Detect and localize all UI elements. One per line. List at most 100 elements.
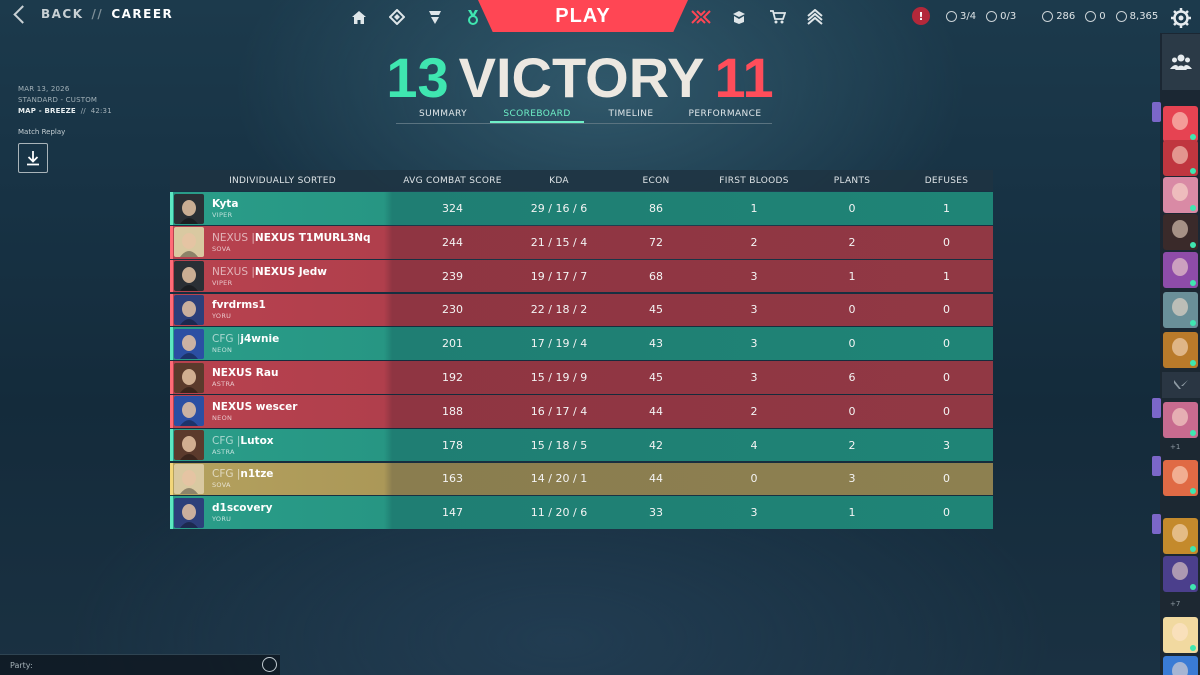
defuses-cell: 0 (943, 506, 950, 520)
match-mode: STANDARD - CUSTOM (18, 96, 98, 104)
player-name[interactable]: NEXUS T1MURL3Nq (254, 231, 371, 244)
friend-avatar[interactable] (1163, 656, 1198, 675)
friend-avatar[interactable] (1163, 292, 1198, 328)
player-name[interactable]: NEXUS Jedw (254, 265, 327, 278)
collection-icon[interactable] (728, 6, 750, 28)
friends-icon (1170, 54, 1192, 70)
plants-cell: 0 (848, 404, 856, 418)
gem-counter[interactable]: 3/4 (946, 10, 976, 22)
col-acs[interactable]: AVG COMBAT SCORE (403, 175, 502, 186)
econ-cell: 45 (649, 303, 663, 317)
player-cell: CFG |j4wnie NEON (170, 327, 395, 360)
acs-cell: 147 (442, 506, 463, 520)
kda-cell: 21 / 15 / 4 (530, 235, 588, 249)
home-icon[interactable] (348, 6, 370, 28)
player-name[interactable]: fvrdrms1 (212, 299, 266, 312)
battlepass-icon[interactable] (386, 6, 408, 28)
table-row[interactable]: fvrdrms1 YORU 230 22 / 18 / 2 45 3 0 0 (170, 293, 993, 327)
result-title: VICTORY (458, 46, 705, 109)
table-row[interactable]: NEXUS wescer NEON 188 16 / 17 / 4 44 2 0 0 (170, 395, 993, 428)
friend-avatar[interactable] (1163, 617, 1198, 653)
table-row[interactable]: CFG |n1tze SOVA 163 14 / 20 / 1 44 0 3 0 (170, 462, 993, 496)
table-row[interactable]: NEXUS Rau ASTRA 192 15 / 19 / 9 45 3 6 0 (170, 361, 993, 394)
col-first-bloods[interactable]: FIRST BLOODS (719, 175, 789, 186)
econ-cell: 44 (649, 404, 663, 418)
friends-overflow-count: +1 (1170, 443, 1181, 451)
col-econ[interactable]: ECON (642, 175, 670, 186)
player-name[interactable]: Kyta (212, 198, 239, 211)
team-tag: CFG | (212, 333, 241, 346)
tab-scoreboard[interactable]: SCOREBOARD (490, 108, 584, 123)
match-meta: MAR 13, 2026 STANDARD - CUSTOM MAP - BRE… (18, 84, 112, 117)
econ-cell: 44 (649, 472, 663, 486)
tab-summary[interactable]: SUMMARY (419, 109, 467, 119)
party-badge-icon (1152, 398, 1161, 418)
player-name[interactable]: n1tze (240, 468, 274, 481)
agent-name: VIPER (212, 278, 233, 287)
friend-avatar[interactable] (1163, 214, 1198, 250)
kc-counter[interactable]: 8,365 (1115, 10, 1158, 22)
defuses-cell: 0 (943, 472, 950, 486)
breadcrumb-career[interactable]: CAREER (111, 7, 174, 21)
store-icon[interactable] (766, 6, 788, 28)
player-name[interactable]: j4wnie (240, 333, 280, 346)
friend-avatar[interactable] (1163, 252, 1198, 288)
download-replay-button[interactable] (18, 143, 48, 173)
friends-button[interactable] (1162, 34, 1200, 90)
back-label: BACK (41, 7, 84, 21)
friend-avatar[interactable] (1163, 518, 1198, 554)
col-individually-sorted[interactable]: INDIVIDUALLY SORTED (229, 175, 336, 186)
match-date: MAR 13, 2026 (18, 85, 70, 93)
first-bloods-cell: 3 (750, 371, 758, 385)
plus-counter[interactable]: 0/3 (986, 10, 1016, 22)
player-name[interactable]: NEXUS wescer (212, 400, 298, 413)
defuses-cell: 0 (943, 303, 950, 317)
agent-portrait (174, 396, 204, 427)
col-kda[interactable]: KDA (549, 175, 569, 186)
team-tag: NEXUS | (212, 231, 255, 244)
friend-avatar[interactable] (1163, 140, 1198, 176)
agents-icon[interactable] (424, 6, 446, 28)
col-plants[interactable]: PLANTS (833, 175, 871, 186)
kda-cell: 15 / 18 / 5 (530, 438, 588, 452)
settings-gear-icon[interactable] (1169, 6, 1193, 30)
table-row[interactable]: d1scovery YORU 147 11 / 20 / 6 33 3 1 0 (170, 496, 993, 529)
friend-avatar[interactable] (1163, 106, 1198, 142)
table-row[interactable]: CFG |Lutox ASTRA 178 15 / 18 / 5 42 4 2 3 (170, 428, 993, 462)
radianite-counter[interactable]: 0 (1085, 10, 1106, 22)
defuses-cell: 0 (943, 235, 950, 249)
back-button[interactable]: BACK // CAREER (10, 4, 174, 24)
acs-cell: 163 (442, 472, 463, 486)
player-name[interactable]: Lutox (240, 434, 274, 447)
friend-avatar[interactable] (1163, 402, 1198, 438)
career-icon[interactable] (462, 6, 484, 28)
friend-avatar[interactable] (1163, 460, 1198, 496)
first-bloods-cell: 0 (750, 472, 758, 486)
friend-avatar[interactable] (1163, 556, 1198, 592)
play-button[interactable]: PLAY (478, 0, 688, 32)
agent-portrait (174, 261, 204, 292)
player-name[interactable]: d1scovery (212, 502, 273, 515)
chat-options-icon[interactable] (262, 657, 277, 672)
col-defuses[interactable]: DEFUSES (924, 175, 969, 186)
acs-cell: 239 (442, 269, 463, 283)
tab-timeline[interactable]: TIMELINE (608, 109, 654, 119)
table-row[interactable]: Kyta VIPER 324 29 / 16 / 6 86 1 0 1 (170, 192, 993, 225)
player-name[interactable]: NEXUS Rau (212, 367, 279, 380)
tab-performance[interactable]: PERFORMANCE (688, 109, 762, 119)
valorant-logo-icon (1162, 372, 1200, 398)
esports-icon[interactable] (690, 6, 712, 28)
table-row[interactable]: NEXUS |NEXUS T1MURL3Nq SOVA 244 21 / 15 /… (170, 226, 993, 259)
table-row[interactable]: NEXUS |NEXUS Jedw VIPER 239 19 / 17 / 7 68… (170, 259, 993, 293)
party-chat-input[interactable]: Party: (0, 654, 280, 675)
vp-counter[interactable]: 286 (1042, 10, 1075, 22)
friend-avatar[interactable] (1163, 332, 1198, 368)
friend-avatar[interactable] (1163, 177, 1198, 213)
agent-name: YORU (212, 515, 232, 524)
gem-icon (946, 10, 957, 22)
defuses-cell: 0 (943, 404, 950, 418)
table-row[interactable]: CFG |j4wnie NEON 201 17 / 19 / 4 43 3 0 0 (170, 327, 993, 360)
alert-icon[interactable]: ! (912, 7, 930, 25)
rank-icon[interactable] (804, 6, 826, 28)
first-bloods-cell: 3 (750, 337, 758, 351)
